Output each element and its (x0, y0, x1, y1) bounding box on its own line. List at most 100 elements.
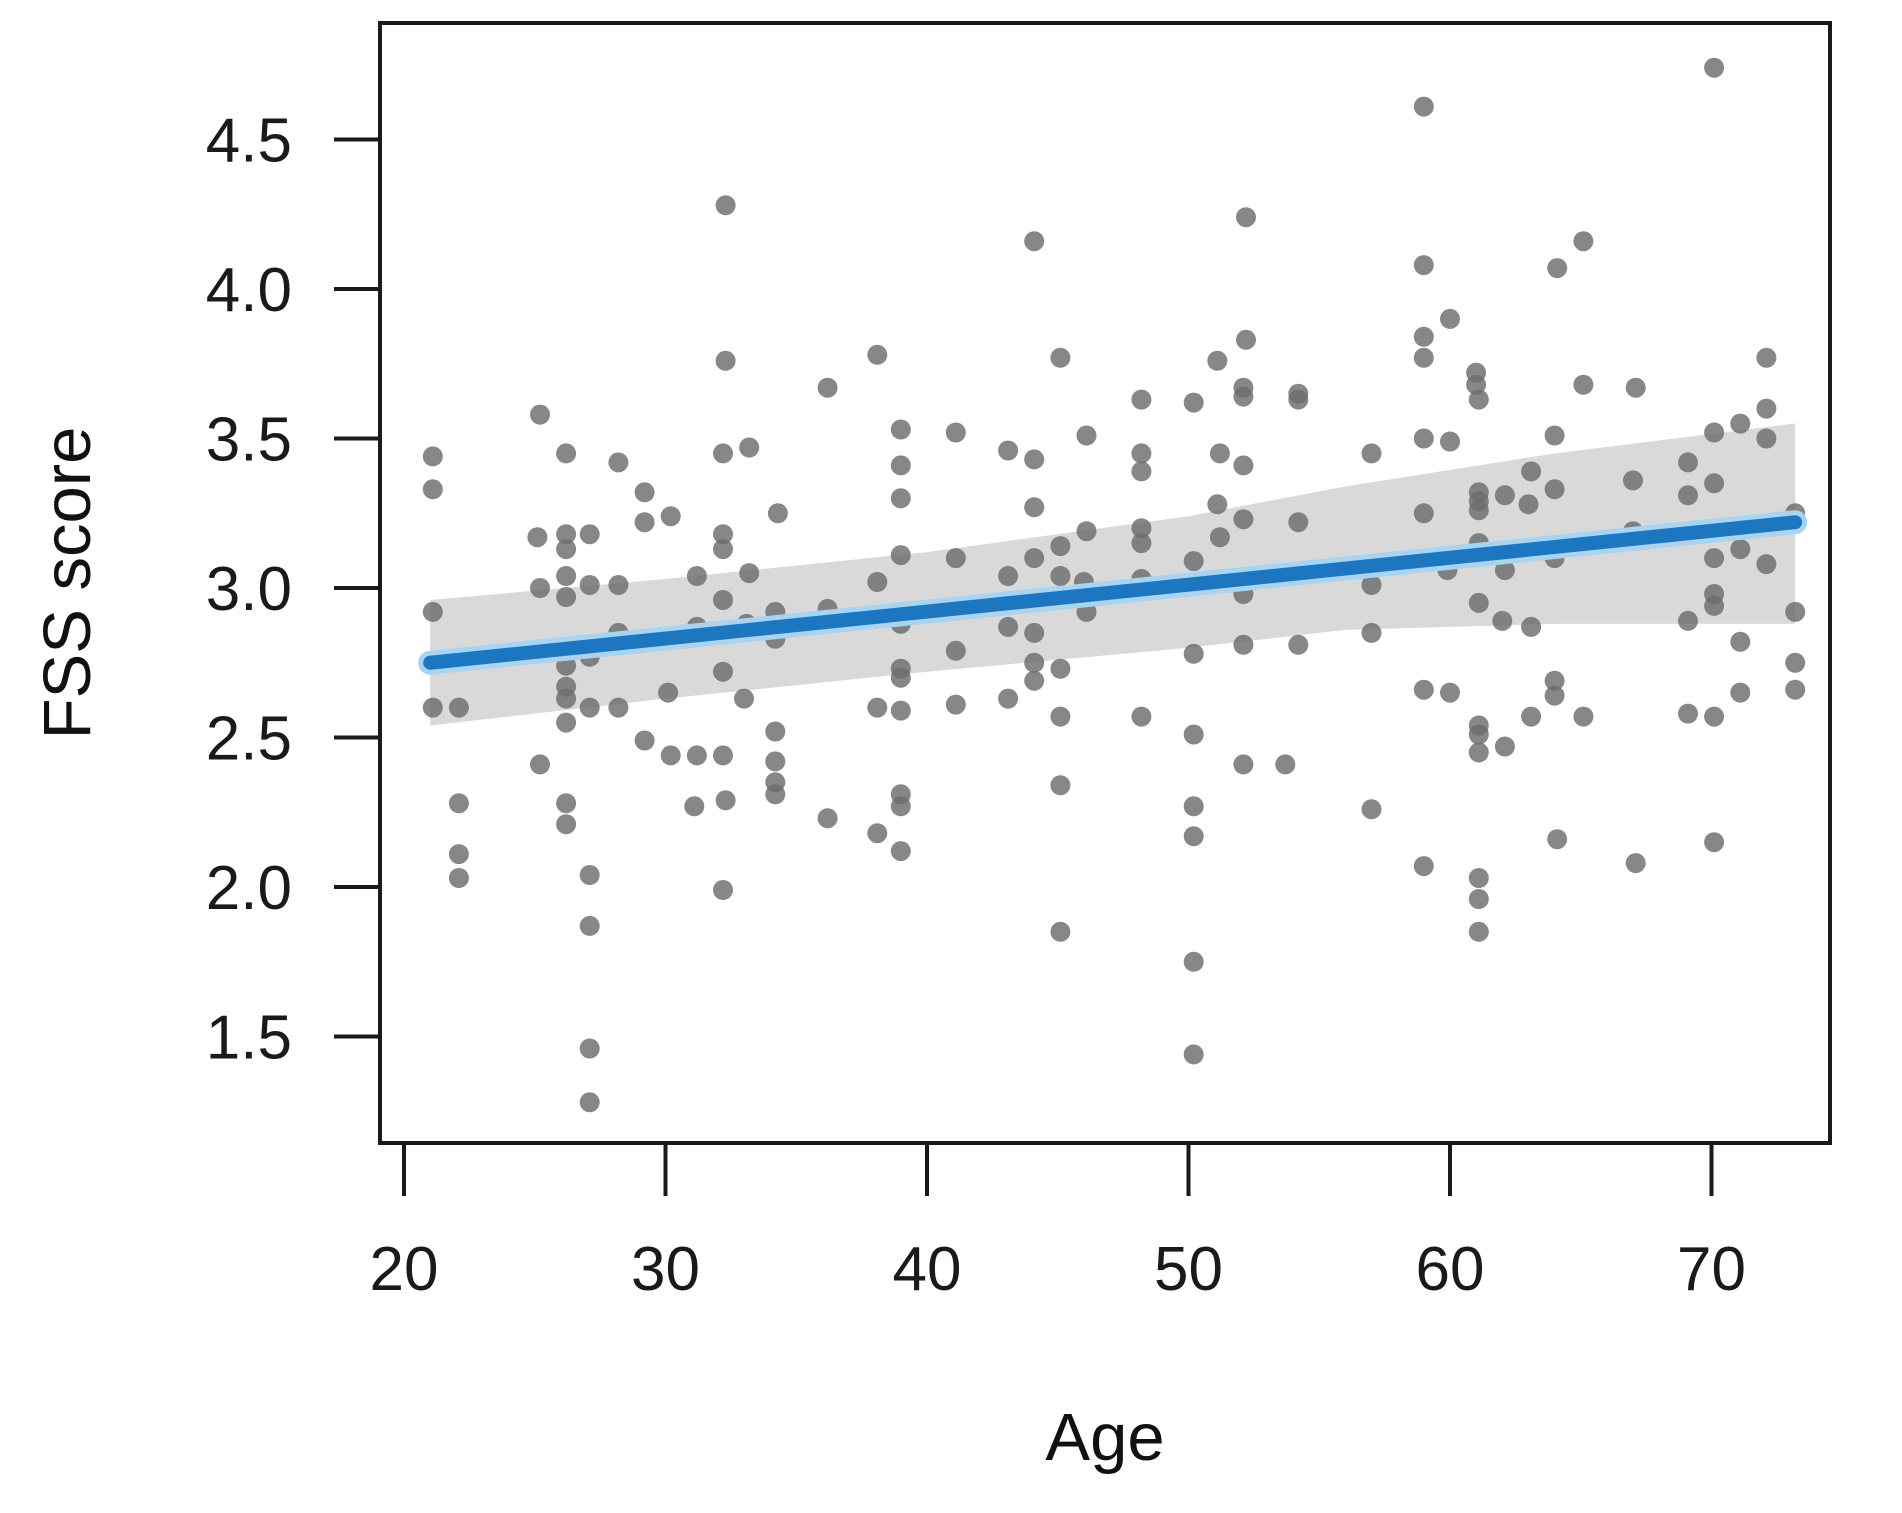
data-point (1131, 461, 1152, 482)
data-point (527, 527, 548, 548)
data-point (1233, 634, 1254, 655)
data-point (1678, 452, 1698, 473)
data-point (556, 587, 577, 607)
data-point (1050, 536, 1071, 557)
data-point (1413, 503, 1434, 524)
data-point (1785, 601, 1806, 622)
data-point (1468, 921, 1489, 942)
data-point (1275, 754, 1296, 775)
y-tick-label: 1.5 (206, 1004, 292, 1073)
data-point (1207, 494, 1228, 515)
data-point (713, 745, 733, 766)
data-point (1233, 754, 1254, 775)
y-tick-label: 2.0 (206, 854, 292, 923)
data-point (1440, 308, 1460, 329)
data-point (867, 344, 888, 365)
confidence-band-area (430, 423, 1796, 726)
data-point (817, 808, 838, 829)
data-point (1756, 347, 1777, 368)
data-point (579, 697, 600, 718)
data-point (1785, 652, 1806, 673)
data-point (1131, 389, 1152, 410)
data-point (1521, 616, 1542, 637)
data-point (448, 793, 469, 814)
data-point (530, 754, 550, 775)
data-point (867, 697, 888, 718)
data-point (739, 437, 760, 458)
x-tick-label: 40 (893, 1235, 962, 1304)
data-point (715, 195, 736, 216)
data-point (1785, 679, 1806, 700)
data-point (579, 575, 600, 595)
data-point (1521, 706, 1542, 727)
data-point (1183, 951, 1204, 972)
data-point (765, 784, 786, 805)
data-point (1183, 1044, 1204, 1065)
data-point (1131, 533, 1152, 554)
data-point (945, 640, 966, 661)
data-point (1466, 374, 1487, 395)
data-point (1288, 512, 1309, 533)
plot-border (378, 21, 1832, 1145)
data-point (1623, 470, 1643, 491)
x-axis-ticks: 20 30 40 50 60 70 (370, 1143, 1746, 1304)
data-point (556, 524, 577, 545)
data-point (1494, 736, 1515, 757)
data-point (1468, 889, 1489, 909)
data-point (1625, 377, 1646, 398)
data-point (660, 745, 681, 766)
data-point (890, 419, 911, 440)
data-point (713, 524, 733, 545)
data-point (1024, 670, 1045, 691)
data-point (1233, 386, 1254, 407)
data-point (1209, 527, 1230, 548)
data-point (765, 751, 786, 772)
data-point (556, 539, 577, 560)
data-point (998, 616, 1019, 637)
data-point (579, 1038, 600, 1059)
data-point (1413, 347, 1434, 368)
y-tick-label: 4.0 (206, 256, 292, 325)
data-point (1413, 255, 1434, 276)
data-point (660, 506, 681, 527)
y-tick-label: 4.5 (206, 107, 292, 176)
data-point (1413, 96, 1434, 117)
data-point (1544, 425, 1565, 446)
data-point (1024, 622, 1045, 643)
data-point (608, 575, 629, 595)
data-point (530, 578, 550, 598)
data-point (734, 688, 754, 709)
data-point (1625, 853, 1646, 874)
data-point (1236, 329, 1256, 350)
data-point (1468, 500, 1489, 521)
data-point (1076, 425, 1097, 446)
data-point (422, 601, 443, 622)
data-point (1024, 548, 1045, 569)
data-point (1756, 398, 1777, 419)
data-point (1573, 374, 1594, 395)
data-point (1413, 856, 1434, 877)
data-point (1183, 826, 1204, 847)
data-point (1704, 548, 1725, 569)
data-point (1704, 832, 1725, 853)
data-point (1050, 566, 1071, 586)
data-point (1183, 724, 1204, 745)
data-point (579, 1092, 600, 1113)
data-point (1236, 207, 1256, 228)
data-point (817, 377, 838, 398)
x-axis-title: Age (1045, 1400, 1164, 1475)
data-point (608, 452, 629, 473)
data-point (686, 566, 707, 586)
data-point (1050, 921, 1071, 942)
data-point (1131, 518, 1152, 539)
data-point (1468, 389, 1489, 410)
data-point (1440, 682, 1460, 703)
data-point (1573, 706, 1594, 727)
data-point (998, 566, 1019, 586)
data-point (422, 446, 443, 467)
data-point (1050, 775, 1071, 796)
data-point (422, 697, 443, 718)
data-point (1050, 706, 1071, 727)
data-point (715, 350, 736, 371)
